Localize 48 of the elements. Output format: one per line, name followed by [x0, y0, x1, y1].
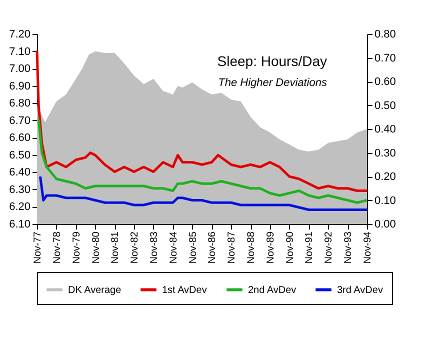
- y-tick-label: 6.40: [9, 166, 30, 179]
- y-tick-label: 6.50: [9, 149, 30, 162]
- y2-tick-label: 0.40: [374, 124, 396, 136]
- text: The Higher Deviations: [218, 77, 328, 89]
- x-tick-label: Nov-92: [324, 231, 335, 264]
- line-series: [38, 175, 368, 211]
- y2-tick-label: 0.30: [374, 147, 396, 160]
- y2-tick-label: 0.80: [374, 28, 396, 40]
- y-tick-label: 6.20: [9, 201, 30, 214]
- line-series: [37, 118, 368, 204]
- y2-tick-label: 0.20: [374, 171, 396, 183]
- x-tick-label: Nov-91: [304, 231, 316, 264]
- y-tick-label: 6.30: [9, 184, 30, 196]
- x-tick-label: Nov-86: [207, 231, 218, 264]
- x-tick-label: Nov-87: [226, 231, 238, 264]
- y-tick-label: 6.60: [9, 132, 30, 144]
- y-tick-label: 6.70: [9, 114, 30, 127]
- x-tick-label: Nov-78: [52, 231, 63, 264]
- y-tick-label: 6.80: [9, 98, 30, 110]
- y-tick-label: 6.10: [9, 218, 30, 230]
- y2-tick-label: 0.60: [374, 76, 396, 88]
- legend-label: 2nd AvDev: [248, 284, 296, 296]
- y-tick-label: 7.20: [9, 28, 30, 40]
- y2-tick-label: 0.00: [374, 218, 396, 230]
- x-tick-label: Nov-80: [90, 231, 102, 264]
- legend-label: DK Average: [68, 284, 122, 296]
- x-tick-label: Nov-89: [265, 231, 276, 264]
- line-series: [36, 49, 368, 192]
- y2-tick-label: 0.50: [374, 100, 396, 112]
- x-tick-label: Nov-88: [246, 231, 258, 264]
- x-tick-label: Nov-94: [362, 231, 374, 264]
- y-tick-label: 7.10: [9, 46, 30, 58]
- y-tick-label: 7.00: [9, 63, 30, 76]
- x-tick-label: Nov-82: [130, 231, 141, 264]
- x-tick-label: Nov-79: [71, 231, 82, 264]
- x-tick-label: Nov-81: [110, 231, 122, 264]
- x-tick-label: Nov-83: [148, 231, 160, 264]
- x-tick-label: Nov-85: [188, 231, 199, 264]
- legend-label: 1st AvDev: [162, 284, 207, 296]
- x-tick-label: Nov-90: [284, 231, 296, 264]
- x-tick-label: Nov-84: [168, 231, 180, 264]
- x-tick-label: Nov-93: [343, 231, 354, 264]
- y2-tick-label: 0.10: [374, 194, 396, 207]
- y2-tick-label: 0.70: [374, 52, 396, 64]
- text: Sleep: Hours/Day: [217, 53, 327, 69]
- x-tick-label: Nov-77: [32, 231, 44, 264]
- y-tick-label: 6.90: [9, 80, 30, 92]
- legend-label: 3rd AvDev: [337, 284, 383, 296]
